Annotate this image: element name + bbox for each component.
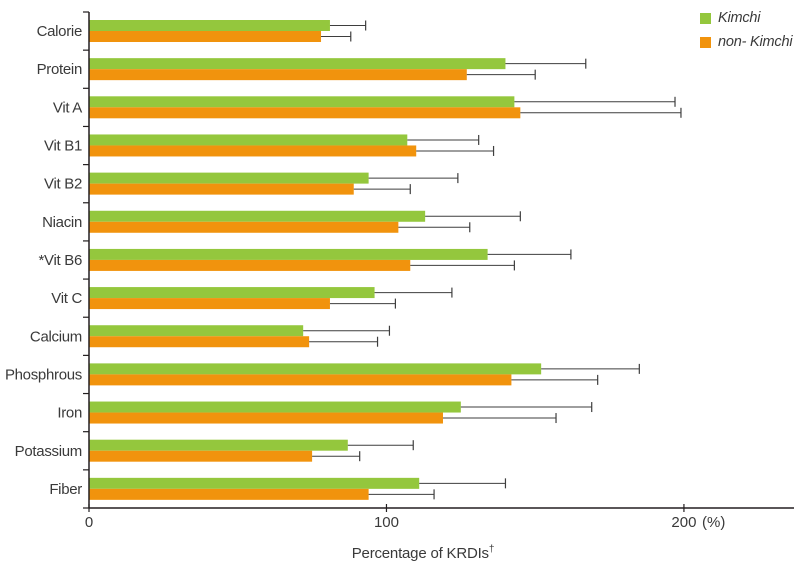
category-label: Protein <box>37 61 82 78</box>
bar-kimchi <box>89 96 515 108</box>
bar-kimchi <box>89 287 375 299</box>
bar-kimchi <box>89 248 488 260</box>
bar-non-kimchi <box>89 69 467 81</box>
bar-non-kimchi <box>89 259 411 271</box>
bar-kimchi <box>89 134 408 146</box>
category-label: *Vit B6 <box>39 252 83 269</box>
bar-non-kimchi <box>89 145 417 157</box>
category-label: Vit A <box>53 99 82 116</box>
bar-kimchi <box>89 325 304 337</box>
bar-non-kimchi <box>89 183 354 195</box>
bar-non-kimchi <box>89 298 330 310</box>
bar-kimchi <box>89 363 542 375</box>
x-axis-tick-label: 0 <box>85 514 93 531</box>
bar-kimchi <box>89 172 369 184</box>
bar-non-kimchi <box>89 107 521 119</box>
bar-non-kimchi <box>89 374 512 386</box>
bar-non-kimchi <box>89 221 399 233</box>
bar-non-kimchi <box>89 412 443 424</box>
legend-item-non-kimchi: non- Kimchi <box>700 34 793 50</box>
category-label: Phosphrous <box>5 366 82 383</box>
x-axis-title-text: Percentage of KRDIs <box>351 545 489 562</box>
category-label: Vit C <box>51 290 82 307</box>
bar-kimchi <box>89 58 506 70</box>
legend: Kimchi non- Kimchi <box>700 10 793 50</box>
legend-label-kimchi: Kimchi <box>718 10 761 26</box>
legend-label-non-kimchi: non- Kimchi <box>718 34 793 50</box>
category-label: Vit B2 <box>44 176 82 193</box>
bar-kimchi <box>89 210 426 222</box>
bar-non-kimchi <box>89 31 322 42</box>
category-label: Fiber <box>49 481 82 498</box>
bar-non-kimchi <box>89 336 310 348</box>
category-label: Potassium <box>15 443 82 460</box>
x-axis-unit-label: (%) <box>702 514 725 531</box>
legend-item-kimchi: Kimchi <box>700 10 792 26</box>
bar-kimchi <box>89 439 348 451</box>
x-axis-title: Percentage of KRDIs† <box>53 544 793 562</box>
category-label: Calorie <box>37 23 82 40</box>
category-label: Niacin <box>42 214 82 231</box>
bar-kimchi <box>89 401 461 413</box>
bar-non-kimchi <box>89 488 369 500</box>
category-label: Calcium <box>30 328 82 345</box>
legend-swatch-kimchi <box>700 12 711 24</box>
x-axis-title-dagger: † <box>488 544 495 555</box>
legend-swatch-non-kimchi <box>700 36 711 48</box>
bar-kimchi <box>89 20 330 31</box>
category-label: Vit B1 <box>44 138 82 155</box>
bar-non-kimchi <box>89 450 313 462</box>
bar-kimchi <box>89 477 420 489</box>
category-label: Iron <box>57 405 82 422</box>
x-axis-tick-label: 100 <box>374 514 399 531</box>
x-axis-tick-label: 200 <box>671 514 696 531</box>
